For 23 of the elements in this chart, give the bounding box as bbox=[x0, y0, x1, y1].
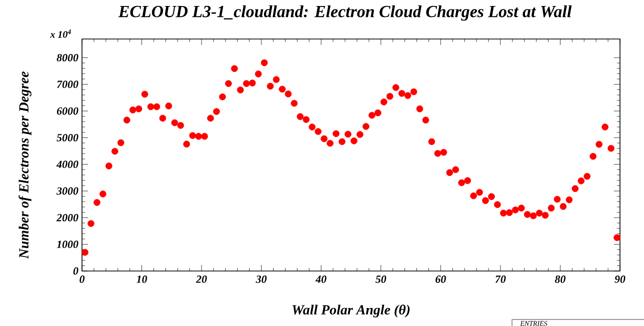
x-tick-label: 50 bbox=[376, 276, 386, 283]
text: x 10$^{4}$ bbox=[50, 29, 71, 38]
x-tick-label: 90 bbox=[614, 276, 626, 283]
y-tick-label: 4000 bbox=[56, 160, 78, 168]
x-tick-label: 30 bbox=[256, 276, 267, 283]
x-axis-title: Wall Polar Angle (θ) bbox=[292, 304, 410, 318]
x-tick-label: 20 bbox=[196, 276, 207, 283]
y-axis-title: Number of Electrons per Degree bbox=[18, 72, 32, 259]
y-tick-label: 6000 bbox=[56, 107, 78, 115]
chart-title: ECLOUD L3-1_cloudland: Electron Cloud Charges Lost at Wall bbox=[118, 5, 572, 21]
y-tick-label: 5000 bbox=[56, 134, 78, 142]
y-tick-label: 3000 bbox=[56, 187, 78, 195]
y-tick-label: 8000 bbox=[56, 54, 78, 62]
x-tick-label: 70 bbox=[495, 276, 506, 283]
y-tick-label: 7000 bbox=[57, 80, 78, 88]
y-tick-label: 0 bbox=[73, 267, 78, 275]
x-tick-label: 0 bbox=[80, 276, 85, 283]
x-tick-label: 40 bbox=[315, 276, 326, 283]
x-tick-label: 10 bbox=[136, 276, 148, 283]
y-tick-label: 2000 bbox=[56, 214, 78, 222]
y-tick-label: 1000 bbox=[56, 240, 78, 248]
x-tick-label: 60 bbox=[436, 276, 446, 283]
x-tick-label: 80 bbox=[554, 276, 566, 283]
